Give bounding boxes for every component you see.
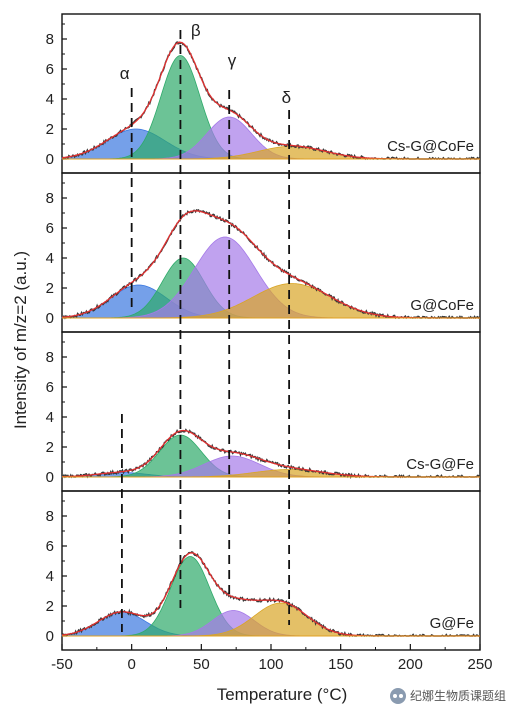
x-tick-label: 250 <box>467 656 492 673</box>
y-axis-label: Intensity of m/z=2 (a.u.) <box>11 251 30 429</box>
panel-2: 0 2 4 6 8 Cs-G@Fe <box>46 331 481 492</box>
y-tick-label: 8 <box>46 349 54 366</box>
panel-1: 0 2 4 6 8 G@CoFe <box>46 172 481 333</box>
y-tick-label: 4 <box>46 568 54 585</box>
y-tick-label: 6 <box>46 61 54 78</box>
reference-lines <box>121 30 291 632</box>
x-tick-label: 200 <box>398 656 423 673</box>
x-axis-label: Temperature (°C) <box>217 685 348 704</box>
y-tick-label: 2 <box>46 439 54 456</box>
peak-label-2: γ <box>228 51 237 70</box>
x-tick-label: -50 <box>51 656 73 673</box>
y-tick-label: 2 <box>46 598 54 615</box>
panel-label: Cs-G@Fe <box>406 456 474 473</box>
y-tick-label: 0 <box>46 628 54 645</box>
peak-label-0: α <box>120 64 130 83</box>
watermark: 纪娜生物质课题组 <box>389 687 506 704</box>
peak-label-1: β <box>191 21 201 40</box>
y-tick-label: 2 <box>46 121 54 138</box>
x-axis: -50 0 50 100 150 200 250 <box>51 644 493 673</box>
x-tick-label: 100 <box>258 656 283 673</box>
wechat-icon <box>389 687 406 704</box>
y-tick-label: 4 <box>46 409 54 426</box>
panel-label: G@CoFe <box>410 297 474 314</box>
y-tick-label: 6 <box>46 379 54 396</box>
y-tick-label: 0 <box>46 151 54 168</box>
panel-label: G@Fe <box>430 615 474 632</box>
y-tick-label: 8 <box>46 190 54 207</box>
peak-label-3: δ <box>282 88 291 107</box>
panel-0: 0 2 4 6 8 Cs-G@CoFe <box>46 13 481 174</box>
panels-layer: 0 2 4 6 8 Cs-G@CoFe 0 2 4 6 8 G@CoFe 0 2 4 6 8 Cs-G@Fe 0 2 4… <box>46 13 481 651</box>
x-tick-label: 50 <box>193 656 210 673</box>
x-tick-label: 150 <box>328 656 353 673</box>
x-tick-label: 0 <box>127 656 135 673</box>
panel-3: 0 2 4 6 8 G@Fe <box>46 490 481 651</box>
peak-labels: α β γ δ <box>120 21 291 107</box>
y-tick-label: 8 <box>46 508 54 525</box>
y-tick-label: 6 <box>46 220 54 237</box>
y-tick-label: 0 <box>46 310 54 327</box>
watermark-text: 纪娜生物质课题组 <box>409 689 506 703</box>
y-tick-label: 0 <box>46 469 54 486</box>
y-tick-label: 2 <box>46 280 54 297</box>
y-tick-label: 6 <box>46 538 54 555</box>
y-tick-label: 4 <box>46 250 54 267</box>
y-tick-label: 8 <box>46 31 54 48</box>
y-tick-label: 4 <box>46 91 54 108</box>
panel-label: Cs-G@CoFe <box>387 138 474 155</box>
